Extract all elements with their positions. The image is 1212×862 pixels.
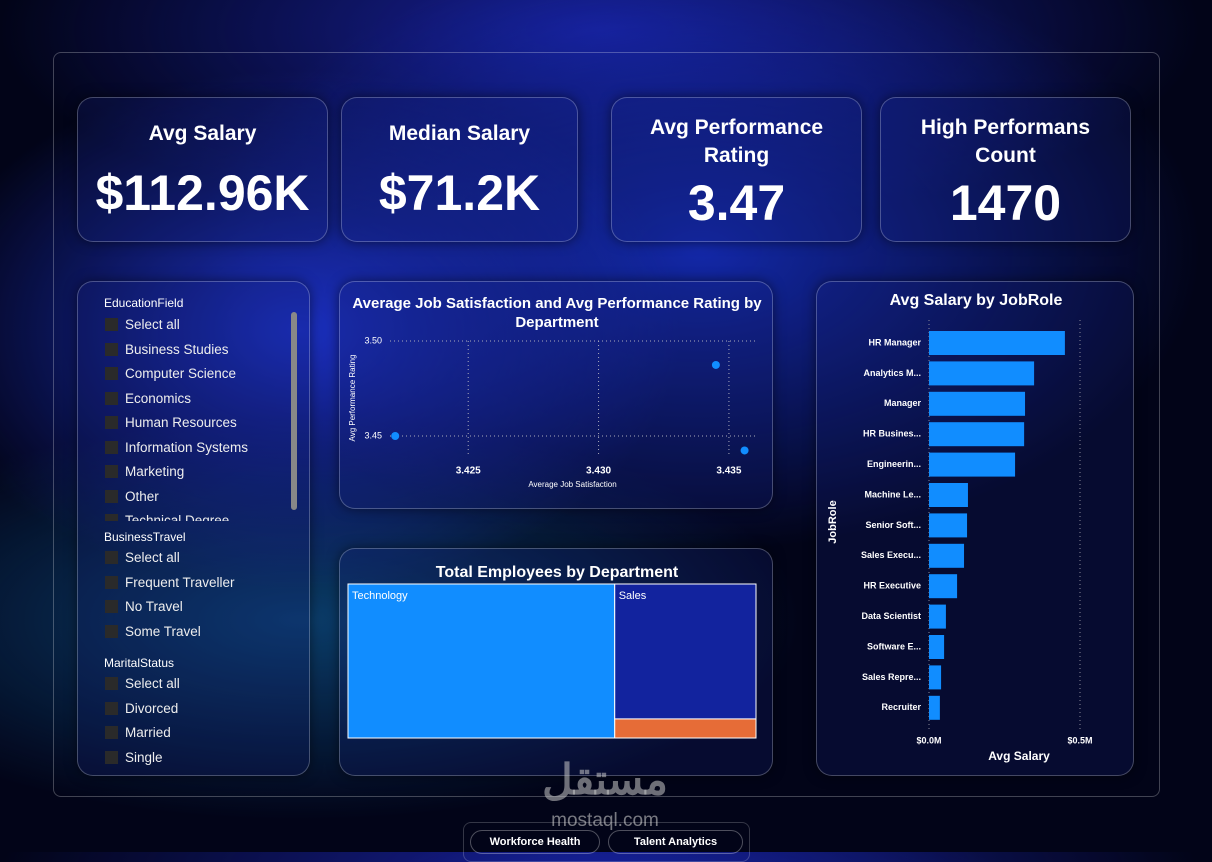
slicer-item[interactable]: Technical Degree (105, 512, 229, 521)
kpi-value: 3.47 (687, 175, 786, 231)
kpi-card: Median Salary $71.2K (341, 97, 578, 242)
slicer-panel: EducationField Select all Business Studies… (77, 281, 310, 776)
kpi-card: High Performans Count 1470 (880, 97, 1131, 242)
chart-panel: Total Employees by Department (339, 548, 773, 776)
kpi-value: $112.96K (95, 165, 310, 221)
slicer-item[interactable]: Marketing (105, 463, 184, 481)
slicer-item[interactable]: Information Systems (105, 439, 248, 457)
chart-title: Avg Salary by JobRole (889, 292, 1063, 309)
tab[interactable]: Talent Analytics (608, 830, 743, 854)
kpi-title: High Performans Count (920, 116, 1091, 167)
slicer-item[interactable]: Select all (105, 675, 180, 693)
kpi-title: Avg Performance Rating (649, 116, 824, 167)
slicer-item[interactable]: Computer Science (105, 365, 236, 383)
chart-title: Average Job Satisfaction and Avg Perform… (352, 295, 762, 331)
slicer-item[interactable]: Some Travel (105, 623, 201, 641)
scrollbar (291, 312, 297, 510)
slicer-item[interactable]: Divorced (105, 700, 178, 718)
slicer-title: BusinessTravel (104, 530, 186, 544)
slicer-item[interactable]: Human Resources (105, 414, 237, 432)
kpi-card: Avg Salary $112.96K (77, 97, 328, 242)
tab[interactable]: Workforce Health (470, 830, 600, 854)
chart-panel: Average Job Satisfaction and Avg Perform… (339, 281, 773, 509)
kpi-card: Avg Performance Rating 3.47 (611, 97, 862, 242)
slicer-item[interactable]: Other (105, 488, 159, 506)
slicer-item[interactable]: Frequent Traveller (105, 574, 235, 592)
slicer-item[interactable]: Select all (105, 549, 180, 567)
watermark-latin: mostaql.com (551, 810, 659, 831)
kpi-value: $71.2K (378, 165, 541, 221)
frame (53, 52, 1160, 797)
kpi-title: Median Salary (388, 122, 531, 145)
slicer-item[interactable]: Married (105, 724, 171, 742)
slicer-clip: EducationField Select all Business Studies… (78, 282, 293, 521)
slicer-item[interactable]: Single (105, 749, 163, 767)
slicer-item[interactable]: Economics (105, 390, 191, 408)
slicer-item[interactable]: Select all (105, 316, 180, 334)
kpi-title: Avg Salary (148, 122, 257, 145)
kpi-value: 1470 (949, 175, 1062, 231)
chart-title: Total Employees by Department (435, 564, 679, 581)
chart-panel: Avg Salary by JobRole (816, 281, 1134, 776)
slicer-title: MaritalStatus (104, 656, 175, 670)
slicer-item[interactable]: Business Studies (105, 341, 229, 359)
slicer-title: EducationField (104, 296, 184, 310)
slicer-item[interactable]: No Travel (105, 598, 183, 616)
watermark-arabic: مستقل (542, 756, 668, 803)
